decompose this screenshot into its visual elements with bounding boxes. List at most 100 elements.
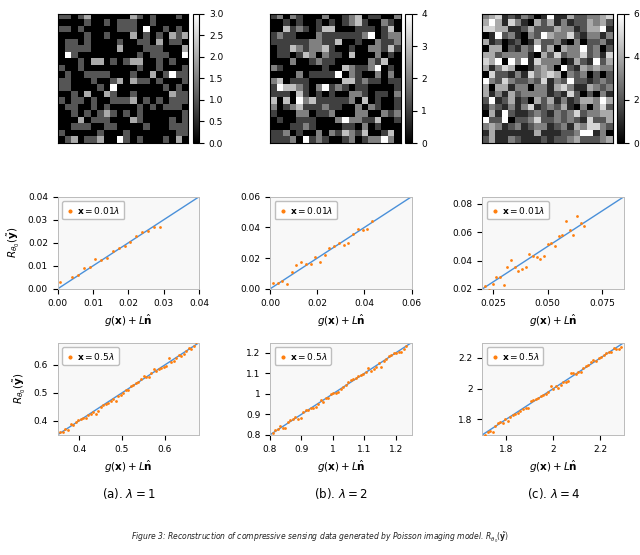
X-axis label: $g(\mathbf{x}) + L\hat{\mathbf{n}}$: $g(\mathbf{x}) + L\hat{\mathbf{n}}$ xyxy=(104,459,153,476)
Point xyxy=(301,260,311,269)
Point xyxy=(606,347,616,356)
Point xyxy=(356,371,366,380)
Legend: $\mathbf{x} = 0.01\lambda$: $\mathbf{x} = 0.01\lambda$ xyxy=(275,201,337,219)
Point xyxy=(541,390,551,398)
Point xyxy=(376,362,386,371)
Point xyxy=(503,416,513,425)
Point xyxy=(598,351,609,360)
Point xyxy=(480,430,490,439)
X-axis label: $g(\mathbf{x}) + L\hat{\mathbf{n}}$: $g(\mathbf{x}) + L\hat{\mathbf{n}}$ xyxy=(529,313,577,330)
Point xyxy=(581,362,591,371)
Point xyxy=(348,230,358,239)
Point xyxy=(268,278,278,287)
Point xyxy=(553,384,563,392)
Point xyxy=(323,393,333,402)
Point xyxy=(103,399,113,408)
Point xyxy=(583,361,593,370)
Point xyxy=(164,354,174,363)
Point xyxy=(604,347,614,356)
Point xyxy=(133,377,143,386)
Point xyxy=(313,400,323,408)
Point xyxy=(55,428,65,437)
Point xyxy=(343,239,353,248)
Point xyxy=(531,394,541,403)
Point xyxy=(300,406,310,415)
Point xyxy=(369,365,379,374)
Point xyxy=(176,351,186,360)
Point xyxy=(191,337,202,346)
Point xyxy=(143,372,154,381)
Point xyxy=(488,279,498,288)
Point xyxy=(554,231,564,240)
Point xyxy=(367,217,377,226)
Point xyxy=(513,266,524,275)
Point xyxy=(510,409,520,418)
Point xyxy=(568,369,579,377)
Point xyxy=(579,222,589,231)
Point xyxy=(79,264,89,273)
Point xyxy=(121,385,131,394)
Point xyxy=(506,256,516,265)
Point xyxy=(168,356,179,365)
Point xyxy=(586,357,596,366)
Point xyxy=(488,427,498,436)
Point xyxy=(596,353,606,362)
Point xyxy=(179,349,189,358)
Point xyxy=(288,415,298,423)
Point xyxy=(171,354,181,362)
Point xyxy=(362,224,372,233)
Point xyxy=(563,376,573,385)
Point xyxy=(287,268,297,276)
Point xyxy=(120,242,130,251)
Point xyxy=(154,365,164,374)
Point xyxy=(181,347,191,356)
Point xyxy=(310,402,321,411)
Point xyxy=(102,254,112,263)
Point xyxy=(108,395,118,403)
Point xyxy=(156,364,166,373)
Y-axis label: $R_{\theta_0}(\tilde{\mathbf{y}})$: $R_{\theta_0}(\tilde{\mathbf{y}})$ xyxy=(6,227,22,259)
Point xyxy=(340,381,351,390)
Point xyxy=(364,364,374,372)
Point xyxy=(556,381,566,390)
Point xyxy=(283,417,293,426)
Point xyxy=(65,420,76,428)
Point xyxy=(588,355,598,364)
Point xyxy=(351,374,361,382)
Point xyxy=(391,349,401,357)
Point xyxy=(83,411,93,420)
Point xyxy=(273,278,283,287)
Text: Figure 3: Reconstruction of compressive sensing data generated by Poisson imagin: Figure 3: Reconstruction of compressive … xyxy=(131,531,509,545)
Legend: $\mathbf{x} = 0.5\lambda$: $\mathbf{x} = 0.5\lambda$ xyxy=(62,347,118,365)
Point xyxy=(383,351,394,360)
Legend: $\mathbf{x} = 0.5\lambda$: $\mathbf{x} = 0.5\lambda$ xyxy=(487,347,543,365)
Point xyxy=(98,400,108,409)
Point xyxy=(96,256,106,265)
Point xyxy=(151,366,161,375)
X-axis label: $g(\mathbf{x}) + L\hat{\mathbf{n}}$: $g(\mathbf{x}) + L\hat{\mathbf{n}}$ xyxy=(317,313,365,330)
Point xyxy=(399,345,409,354)
Point xyxy=(495,273,505,281)
Point xyxy=(515,407,525,416)
Point xyxy=(148,223,159,232)
Point xyxy=(291,412,301,421)
Point xyxy=(116,390,126,399)
Point xyxy=(531,253,541,262)
Point xyxy=(137,228,147,236)
Point xyxy=(571,370,581,379)
Text: (c). $\lambda = 4$: (c). $\lambda = 4$ xyxy=(527,486,580,501)
Point xyxy=(568,231,579,240)
Point xyxy=(573,367,584,376)
Point xyxy=(161,361,172,370)
Point xyxy=(270,426,280,435)
Point xyxy=(528,251,538,260)
Point xyxy=(353,225,363,234)
Point xyxy=(293,415,303,423)
Point xyxy=(90,410,100,418)
Point xyxy=(502,262,513,271)
Point xyxy=(73,416,83,425)
Text: (a). $\lambda = 1$: (a). $\lambda = 1$ xyxy=(102,486,155,501)
Point xyxy=(318,397,328,406)
Point xyxy=(73,271,83,280)
Point xyxy=(336,385,346,394)
